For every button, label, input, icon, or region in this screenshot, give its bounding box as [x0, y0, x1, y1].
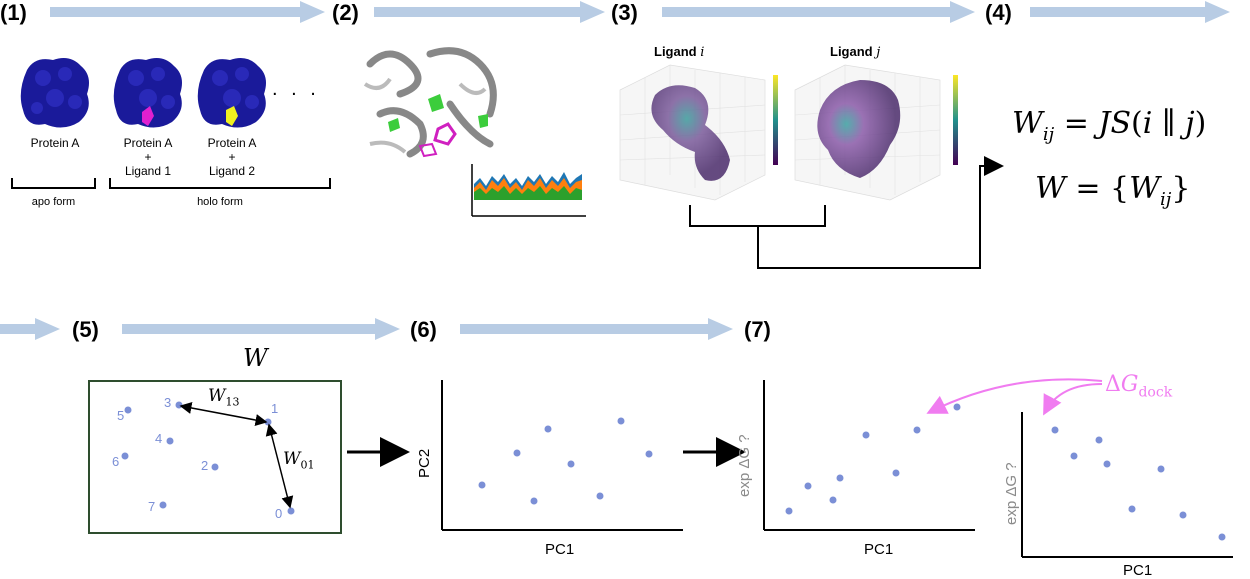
equation-w-set: W = {Wij} — [1035, 171, 1191, 210]
protein-ligand2-line1: Protein A — [207, 136, 257, 150]
ligand-j-var: j — [876, 45, 881, 60]
protein-ligand1-line3: Ligand 1 — [124, 164, 172, 178]
similarity-graph-box — [88, 380, 342, 534]
dg-dock-arrows — [926, 378, 1103, 416]
protein-ligand2-line3: Ligand 2 — [208, 164, 256, 178]
correlation-points-right — [1051, 426, 1226, 541]
protein-ligand1-label: Protein A + Ligand 1 — [108, 136, 188, 178]
ligand-i-var: i — [700, 45, 705, 60]
correlation-points-left — [785, 403, 961, 515]
pca-ylabel: PC2 — [416, 448, 433, 478]
md-structure-image — [360, 44, 502, 162]
density-plot-ligand-j — [794, 64, 958, 201]
edge-label-w01: W01 — [283, 449, 315, 472]
graph-point-label-1: 1 — [271, 401, 279, 416]
protein-ligand2-image — [197, 58, 266, 128]
step-label-3: (3) — [611, 0, 638, 25]
pca-points — [478, 417, 653, 505]
protein-apo-image — [20, 58, 89, 128]
pca-xlabel: PC1 — [545, 541, 575, 558]
correlation-right-ylabel: exp ΔG ? — [1003, 462, 1020, 525]
step-label-7: (7) — [744, 317, 771, 342]
graph-point-label-7: 7 — [148, 499, 156, 514]
graph-title-w: W — [243, 344, 268, 372]
ligand-i-prefix: Ligand — [654, 44, 701, 59]
ellipsis: . . . — [272, 78, 320, 100]
connector-3-4 — [689, 156, 1004, 269]
protein-ligand1-line2: + — [144, 150, 152, 164]
protein-ligand2-line2: + — [228, 150, 236, 164]
holo-form-label: holo form — [197, 196, 243, 208]
graph-point-label-4: 4 — [155, 431, 163, 446]
form-brackets — [11, 178, 331, 189]
pca-scatter-plot — [441, 380, 683, 531]
apo-form-label: apo form — [31, 196, 76, 208]
graph-point-label-6: 6 — [112, 454, 120, 469]
graph-point-label-2: 2 — [201, 458, 209, 473]
graph-points — [121, 401, 295, 515]
correlation-plot-right — [1021, 412, 1233, 558]
graph-point-label-3: 3 — [164, 395, 172, 410]
ligand-i-title: Ligand i — [654, 44, 704, 60]
protein-ligand2-label: Protein A + Ligand 2 — [192, 136, 272, 178]
dg-dock-label: ΔGdock — [1105, 372, 1173, 401]
graph-point-label-5: 5 — [117, 408, 125, 423]
density-plot-ligand-i — [619, 64, 778, 201]
protein-apo-label: Protein A — [15, 136, 95, 150]
protein-ligand1-line1: Protein A — [123, 136, 173, 150]
protein-ligand1-image — [113, 58, 182, 128]
correlation-left-xlabel: PC1 — [864, 541, 894, 558]
graph-point-label-0: 0 — [275, 506, 283, 521]
step-label-5: (5) — [72, 317, 99, 342]
correlation-right-xlabel: PC1 — [1123, 562, 1153, 579]
equation-wij: Wij = JS(i ∥ j) — [1012, 106, 1207, 145]
step-label-1: (1) — [0, 0, 27, 25]
md-timeseries-plot — [471, 164, 586, 217]
correlation-left-ylabel: exp ΔG ? — [736, 434, 753, 497]
correlation-plot-left — [763, 380, 975, 531]
ligand-j-title: Ligand j — [830, 44, 880, 60]
protein-apo-line1: Protein A — [30, 136, 80, 150]
ligand-j-prefix: Ligand — [830, 44, 877, 59]
step-label-6: (6) — [410, 317, 437, 342]
step-label-2: (2) — [332, 0, 359, 25]
edge-label-w13: W13 — [208, 386, 240, 409]
arrow-band-top — [0, 1, 1230, 340]
step-label-4: (4) — [985, 0, 1012, 25]
